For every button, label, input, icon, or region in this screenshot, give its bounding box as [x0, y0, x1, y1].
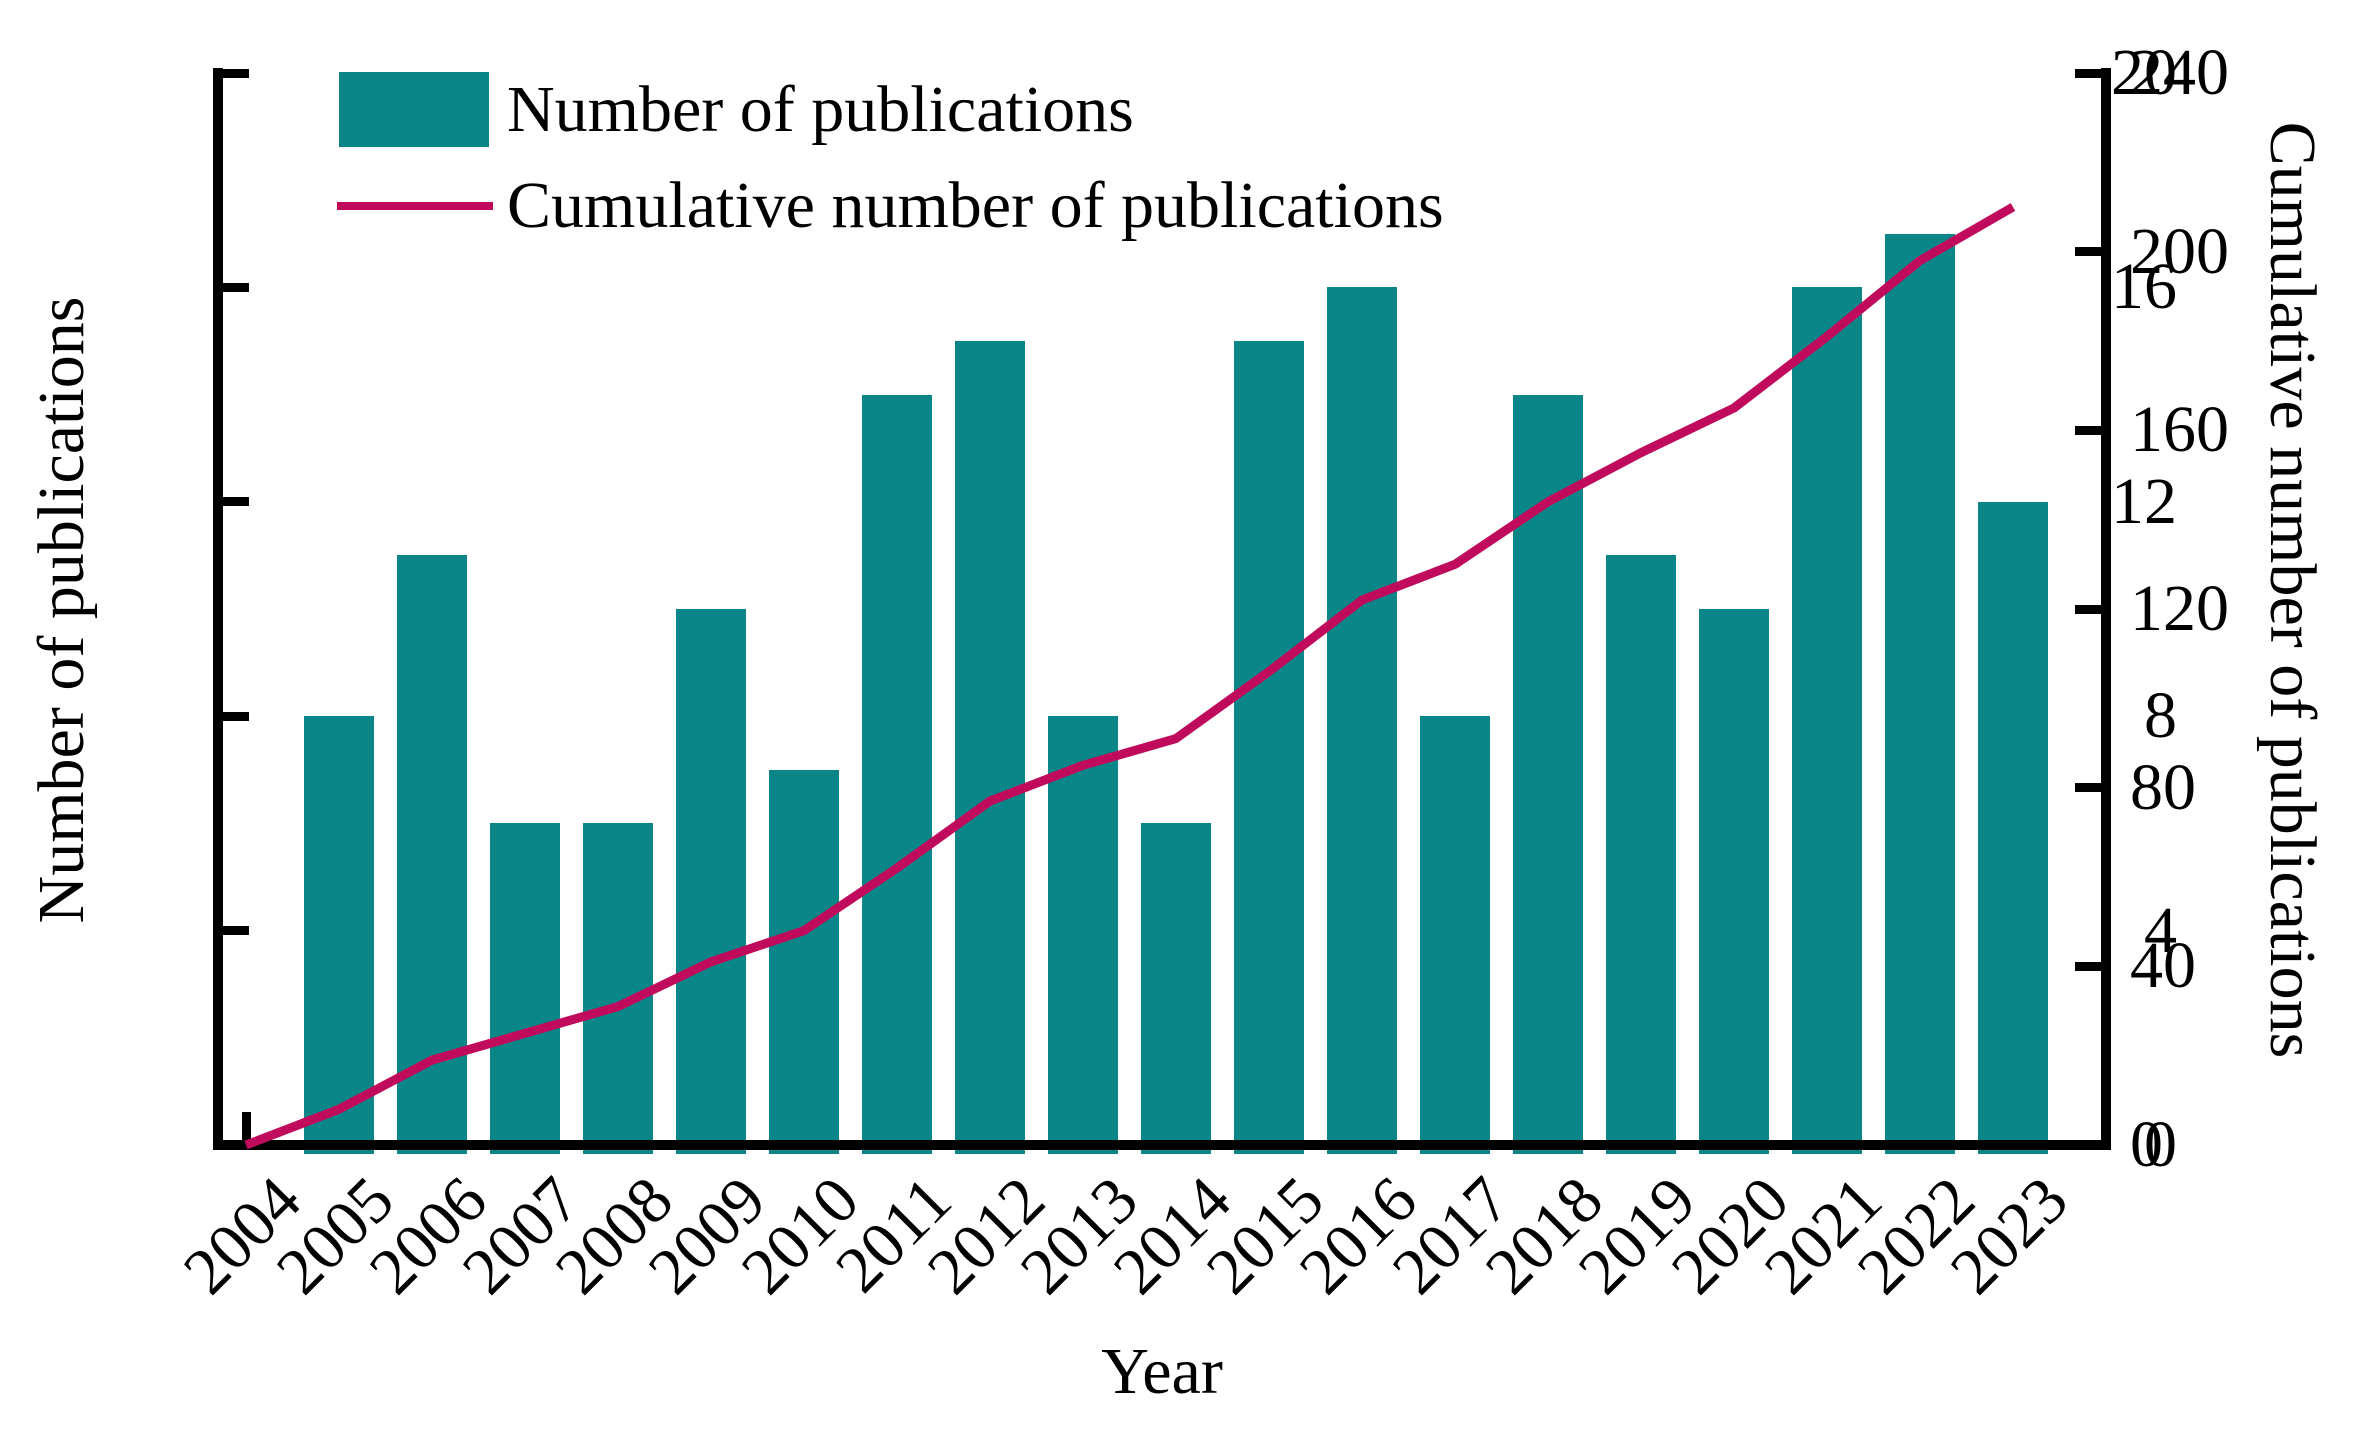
left-axis-tick-label: 8: [2144, 679, 2177, 753]
left-axis-tick: [223, 711, 249, 721]
bar: [583, 823, 653, 1154]
bar: [1606, 555, 1676, 1154]
legend-item-line: Cumulative number of publications: [337, 168, 1444, 243]
left-axis-tick: [223, 282, 249, 292]
cumulative-line: [244, 203, 2016, 1150]
right-axis-tick-label: 80: [2130, 750, 2196, 824]
legend-bar-swatch: [339, 72, 489, 147]
cumulative-line-layer: [244, 203, 2016, 1150]
left-axis-tick-label: 20: [2111, 36, 2177, 109]
right-axis-tick: [2075, 247, 2101, 257]
bar: [955, 341, 1025, 1154]
left-axis-tick-label: 0: [2144, 1108, 2177, 1181]
right-axis-tick: [2075, 68, 2101, 78]
right-axis-tick-label: 120: [2130, 572, 2229, 645]
left-axis-tick-label: 16: [2111, 250, 2177, 324]
left-axis-tick: [223, 68, 249, 78]
left-axis-tick-label: 12: [2111, 464, 2177, 538]
bar: [1885, 233, 1955, 1154]
right-axis-tick: [2075, 961, 2101, 971]
legend-line-sample: [337, 201, 493, 210]
y-axis-right-line: [2101, 68, 2111, 1150]
x-axis-line: [213, 1140, 2111, 1150]
legend-item-bars: Number of publications: [339, 72, 1134, 147]
right-axis-tick: [2075, 604, 2101, 614]
bar: [1420, 716, 1490, 1154]
bar: [1141, 823, 1211, 1154]
x-tick-label: 2023: [1901, 1163, 2082, 1308]
x-tick-label-text: 2023: [1936, 1163, 2082, 1309]
left-axis-tick: [223, 926, 249, 936]
right-axis-tick-label: 200: [2130, 214, 2229, 288]
legend-item-label: Cumulative number of publications: [507, 168, 1444, 242]
right-axis-tick-label: 160: [2130, 393, 2229, 467]
left-axis-tick: [223, 497, 249, 507]
bar: [1699, 609, 1769, 1154]
bar: [1048, 716, 1118, 1154]
right-axis-tick: [2075, 425, 2101, 435]
bar: [862, 394, 932, 1154]
bar: [1234, 341, 1304, 1154]
bar: [769, 769, 839, 1154]
bar: [676, 609, 746, 1154]
x-tick: [241, 1112, 251, 1140]
y-axis-left-line: [213, 68, 223, 1150]
right-axis-tick: [2075, 783, 2101, 793]
bar: [1978, 501, 2048, 1154]
bar: [304, 716, 374, 1154]
x-axis-title: Year: [1101, 1335, 1223, 1408]
right-axis-tick-label: 240: [2130, 36, 2229, 109]
bar: [1792, 287, 1862, 1154]
legend-item-label: Number of publications: [507, 72, 1134, 146]
right-axis-tick-label: 0: [2130, 1108, 2163, 1181]
right-axis-tick-label: 40: [2130, 929, 2196, 1003]
bar: [490, 823, 560, 1154]
bar: [1327, 287, 1397, 1154]
left-axis-tick-label: 4: [2144, 893, 2177, 967]
